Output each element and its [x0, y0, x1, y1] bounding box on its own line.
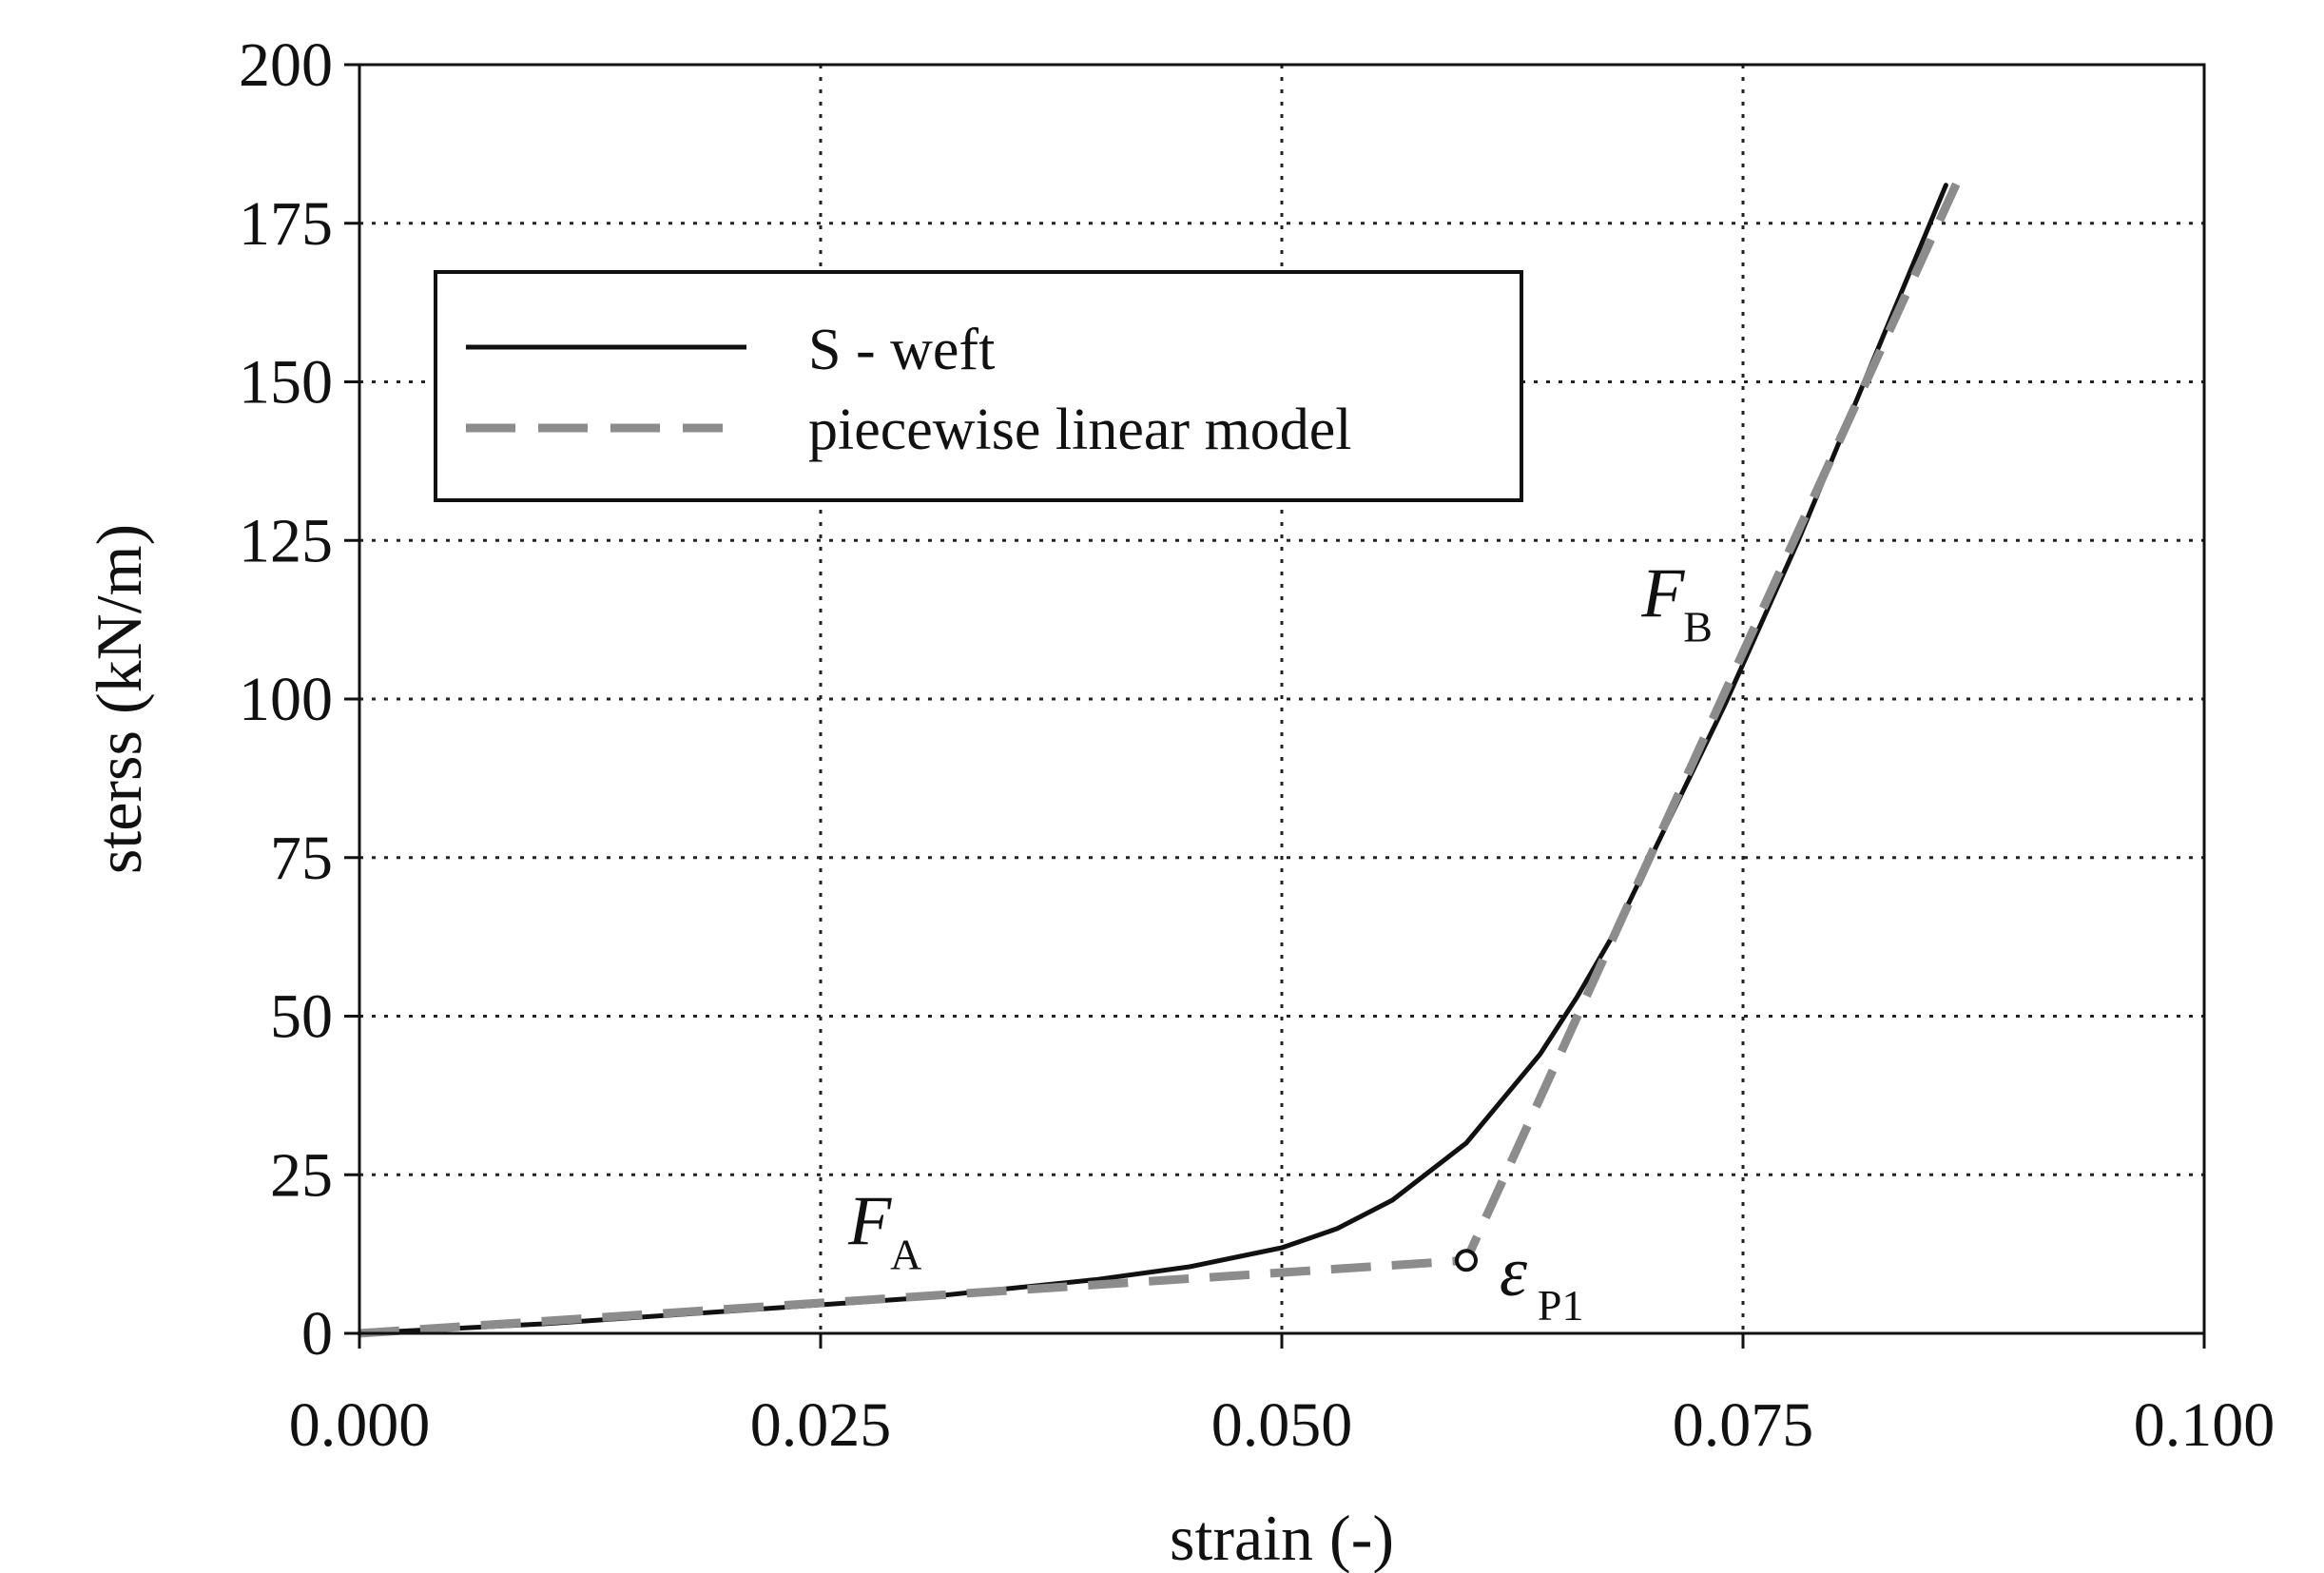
- annotation-subscript-0: A: [890, 1231, 921, 1279]
- x-tick-label-0: 0.000: [289, 1390, 431, 1460]
- x-tick-label-2: 0.050: [1211, 1390, 1353, 1460]
- annotation-label-0: F: [847, 1183, 892, 1261]
- y-tick-label-6: 150: [239, 348, 333, 418]
- y-axis-title: sterss (kN/m): [83, 524, 155, 874]
- legend-label-piecewise-linear-model: piecewise linear model: [808, 398, 1352, 462]
- x-tick-label-1: 0.025: [750, 1390, 892, 1460]
- annotation-label-2: ε: [1500, 1233, 1528, 1311]
- legend-label-s-weft: S - weft: [808, 318, 995, 382]
- y-tick-label-7: 175: [239, 189, 333, 259]
- y-tick-label-8: 200: [239, 30, 333, 100]
- annotation-label-1: F: [1640, 554, 1685, 632]
- axis-ticks: 0.000 0.025 0.050 0.075 0.100 0 25 50 75 100 125 15…: [239, 30, 2275, 1460]
- y-tick-label-4: 100: [239, 665, 333, 734]
- y-tick-label-0: 0: [301, 1299, 333, 1369]
- y-tick-label-5: 125: [239, 506, 333, 575]
- annotation-subscript-1: B: [1683, 602, 1713, 651]
- x-tick-label-3: 0.075: [1673, 1390, 1814, 1460]
- x-axis-title: strain (-): [1170, 1502, 1394, 1573]
- y-tick-label-1: 25: [270, 1140, 333, 1210]
- legend: S - weft piecewise linear model: [434, 270, 1523, 502]
- y-tick-label-2: 50: [270, 982, 333, 1052]
- annotation-marker-2: [1455, 1249, 1478, 1272]
- legend-box: [434, 270, 1523, 502]
- y-tick-label-3: 75: [270, 824, 333, 893]
- x-tick-label-4: 0.100: [2134, 1390, 2276, 1460]
- annotation-subscript-2: P1: [1538, 1281, 1584, 1330]
